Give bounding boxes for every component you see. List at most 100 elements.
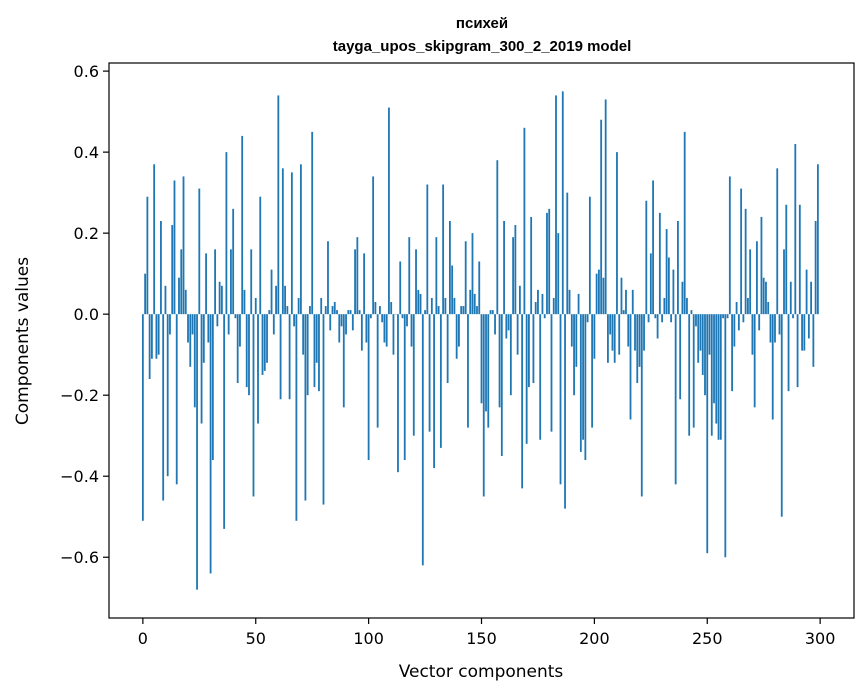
chart-title-line1: психей	[456, 15, 508, 32]
bar-16	[178, 277, 180, 315]
bar-252	[710, 314, 713, 436]
bar-239	[681, 281, 684, 315]
bar-210	[616, 152, 618, 315]
bar-33	[216, 314, 219, 327]
bar-152	[485, 314, 487, 412]
bar-0	[141, 314, 144, 521]
bar-63	[284, 285, 286, 315]
bar-6	[155, 314, 158, 359]
bar-70	[299, 164, 302, 315]
bar-266	[742, 314, 745, 323]
bar-109	[388, 107, 390, 315]
bar-132	[439, 314, 442, 448]
y-tick-label: 0.4	[74, 143, 99, 162]
bar-208	[611, 314, 614, 351]
bar-41	[234, 314, 237, 319]
bar-219	[636, 314, 639, 384]
bar-50	[254, 297, 257, 315]
bar-127	[428, 314, 431, 432]
bar-164	[512, 237, 515, 315]
bar-98	[363, 253, 366, 315]
bar-263	[735, 302, 738, 315]
bar-157	[496, 160, 499, 315]
bar-154	[489, 310, 492, 315]
bar-46	[245, 314, 248, 388]
x-tick-label: 100	[353, 629, 384, 648]
bar-165	[514, 225, 517, 315]
bar-234	[670, 314, 673, 323]
bar-147	[473, 293, 476, 315]
bar-55	[266, 314, 268, 363]
bar-137	[451, 265, 454, 315]
bar-280	[774, 314, 776, 343]
bar-74	[309, 306, 311, 315]
bar-120	[412, 314, 415, 436]
bar-47	[248, 314, 250, 396]
bar-89	[342, 314, 345, 408]
bar-250	[706, 314, 709, 554]
chart-title-line2: tayga_upos_skipgram_300_2_2019 model	[333, 38, 632, 55]
bar-91	[347, 310, 350, 315]
bar-93	[351, 314, 354, 331]
bar-268	[746, 297, 749, 315]
bar-195	[582, 314, 584, 440]
bar-295	[807, 314, 810, 339]
bar-201	[595, 273, 598, 315]
bar-110	[390, 302, 393, 315]
bar-128	[430, 297, 433, 315]
bar-244	[692, 314, 695, 428]
bar-142	[462, 306, 465, 315]
bar-95	[356, 237, 359, 315]
bar-124	[421, 314, 424, 566]
bar-218	[634, 314, 636, 351]
bar-235	[672, 269, 675, 315]
bar-111	[392, 314, 395, 355]
bar-174	[534, 302, 537, 315]
bar-277	[767, 302, 770, 315]
bar-242	[688, 314, 691, 436]
bar-144	[467, 314, 469, 428]
bar-153	[487, 314, 490, 428]
bar-172	[530, 216, 533, 315]
bar-230	[661, 314, 664, 323]
bar-175	[537, 289, 539, 315]
bar-207	[609, 314, 612, 335]
bar-285	[785, 204, 788, 315]
bar-245	[695, 314, 697, 327]
bar-99	[365, 314, 368, 343]
bar-115	[401, 314, 404, 319]
bar-279	[771, 314, 774, 420]
bar-241	[686, 297, 688, 315]
bar-125	[424, 310, 426, 315]
bar-223	[645, 200, 648, 315]
bar-4	[150, 314, 153, 359]
bar-221	[640, 314, 643, 497]
bar-21	[189, 314, 192, 367]
bar-191	[573, 314, 575, 396]
bar-138	[453, 297, 456, 315]
bar-71	[302, 314, 305, 355]
bar-290	[796, 314, 799, 388]
bar-37	[225, 152, 228, 315]
bar-168	[521, 314, 524, 489]
bar-31	[211, 314, 214, 461]
bar-121	[415, 249, 417, 315]
plot-frame	[108, 62, 855, 619]
bar-291	[798, 204, 801, 315]
bar-217	[631, 289, 634, 315]
bar-29	[207, 314, 210, 343]
bar-118	[408, 237, 411, 315]
bar-134	[444, 297, 447, 315]
bar-48	[250, 249, 253, 315]
bar-1	[144, 273, 147, 315]
bar-52	[259, 196, 262, 315]
bar-30	[209, 314, 212, 574]
bar-261	[731, 314, 733, 392]
bar-35	[220, 285, 223, 315]
bar-236	[674, 314, 677, 485]
bar-214	[625, 289, 627, 315]
bar-199	[591, 314, 594, 428]
bar-198	[588, 196, 591, 315]
bar-190	[570, 314, 573, 347]
bar-222	[643, 314, 645, 351]
